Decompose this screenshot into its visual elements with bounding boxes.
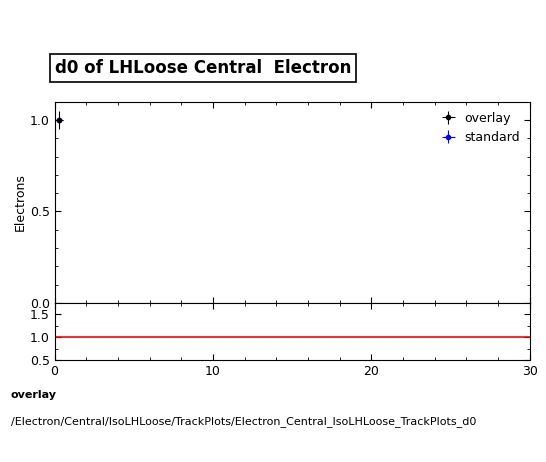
- Y-axis label: Electrons: Electrons: [14, 173, 27, 231]
- Text: d0 of LHLoose Central  Electron: d0 of LHLoose Central Electron: [55, 60, 351, 78]
- Legend: overlay, standard: overlay, standard: [435, 108, 524, 148]
- Text: overlay: overlay: [11, 390, 57, 401]
- Text: /Electron/Central/IsoLHLoose/TrackPlots/Electron_Central_IsoLHLoose_TrackPlots_d: /Electron/Central/IsoLHLoose/TrackPlots/…: [11, 416, 476, 427]
